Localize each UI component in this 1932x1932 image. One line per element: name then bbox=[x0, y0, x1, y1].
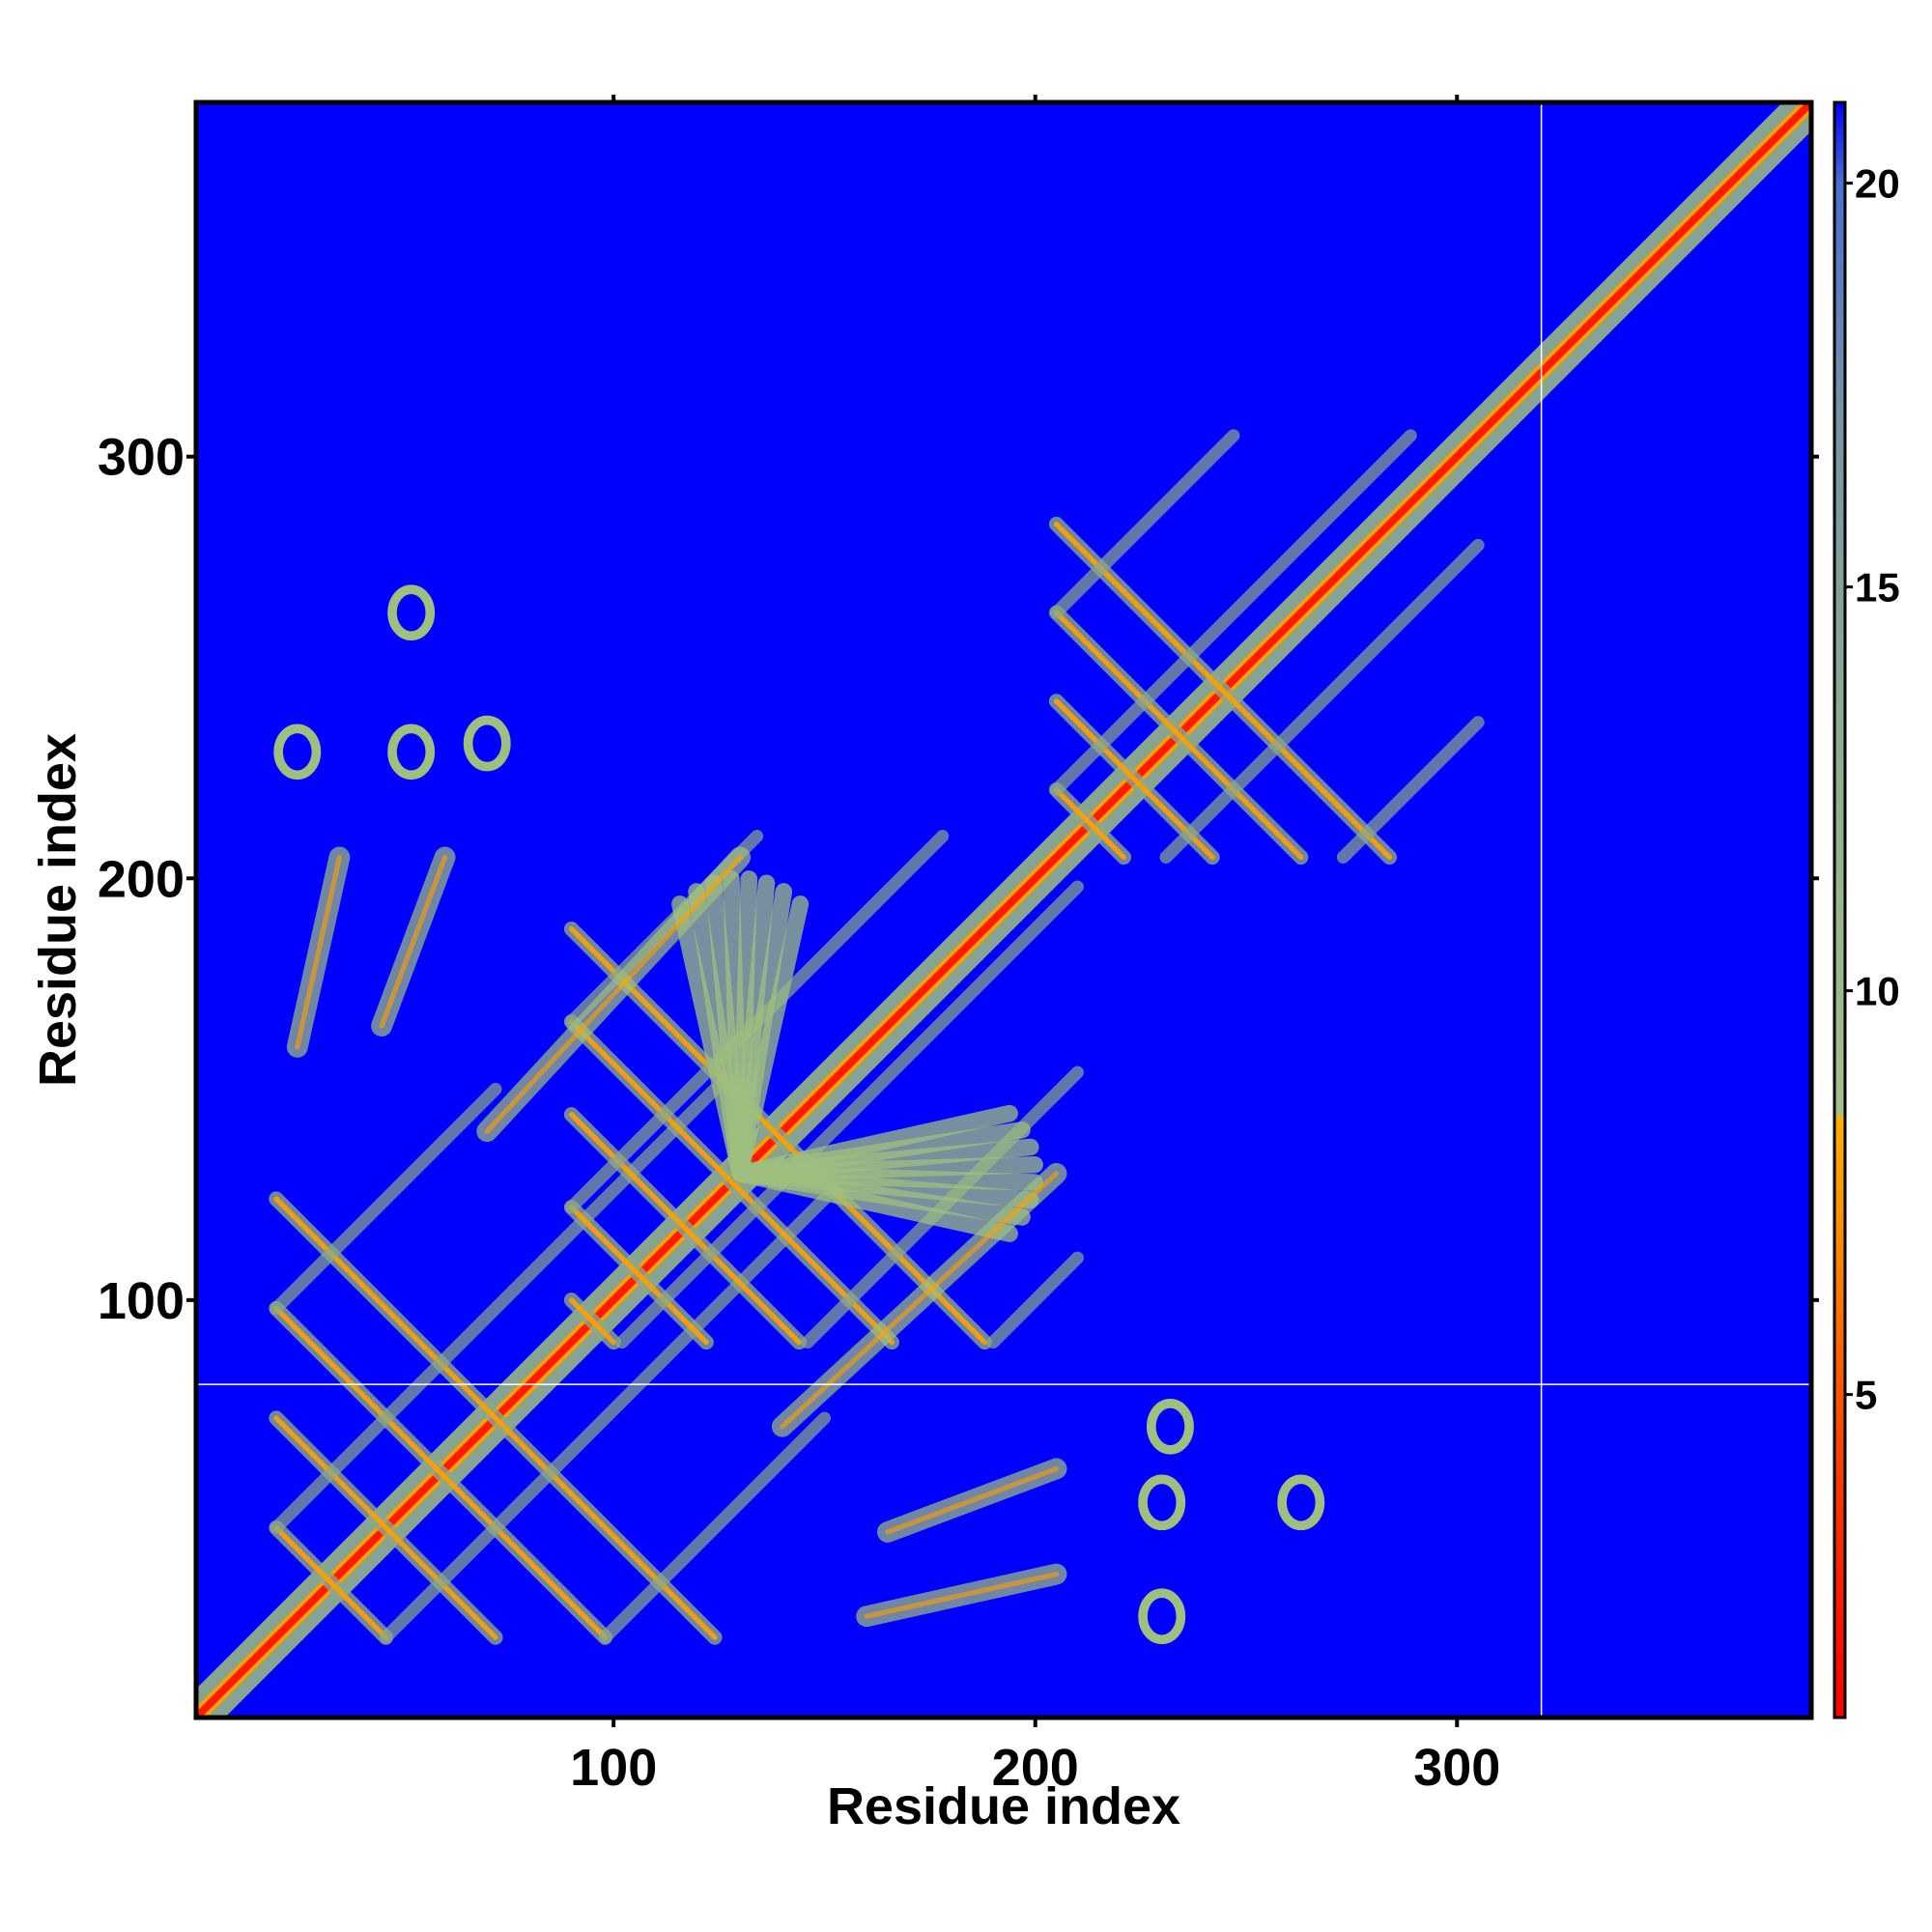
plot-frame bbox=[193, 99, 1814, 1720]
lattice-antidiagonal-core bbox=[1053, 786, 1127, 861]
y-tick-label: 200 bbox=[98, 850, 185, 908]
y-tick-label: 100 bbox=[98, 1272, 185, 1330]
fan-spoke bbox=[731, 895, 810, 1182]
lattice-parallel bbox=[1159, 538, 1485, 864]
lattice-parallel bbox=[1050, 429, 1417, 797]
colorbar-tick-label: 5 bbox=[1855, 1373, 1877, 1418]
y-axis: 100 200 300 bbox=[98, 429, 1819, 1330]
lattice-antidiagonal-core bbox=[568, 1297, 616, 1346]
contact-blob bbox=[1138, 1474, 1186, 1531]
contact-streak-core bbox=[484, 854, 743, 1134]
lattice-antidiagonal-core bbox=[1053, 521, 1393, 861]
x-axis-title: Residue index bbox=[827, 1777, 1180, 1835]
lattice-parallel bbox=[1050, 429, 1240, 619]
lattice-antidiagonal-core bbox=[1053, 610, 1304, 861]
y-axis-title: Residue index bbox=[29, 733, 87, 1087]
lattice-parallel bbox=[270, 1082, 502, 1316]
contact-blob bbox=[273, 724, 322, 781]
lattice-antidiagonal-core bbox=[273, 1196, 718, 1640]
fan-spoke-mirror bbox=[731, 1104, 1018, 1182]
contact-streak-core bbox=[864, 1571, 1060, 1619]
x-tick-label: 100 bbox=[570, 1739, 657, 1797]
lattice-parallel bbox=[379, 1192, 832, 1644]
contact-blob bbox=[387, 724, 436, 781]
lattice-antidiagonal-core bbox=[273, 1524, 389, 1640]
lattice-parallel bbox=[615, 880, 1084, 1350]
heatmap-contacts bbox=[196, 102, 1811, 1718]
colorbar-tick-label: 15 bbox=[1855, 565, 1900, 611]
contact-blob bbox=[1138, 1588, 1186, 1645]
contact-streak-core bbox=[885, 1465, 1060, 1535]
lattice-antidiagonal-core bbox=[273, 1305, 609, 1640]
lattice-antidiagonal-core bbox=[568, 1019, 895, 1346]
lattice-parallel bbox=[986, 1251, 1084, 1350]
contact-blob bbox=[387, 584, 436, 641]
lattice-parallel bbox=[1336, 716, 1485, 864]
lattice-parallel bbox=[270, 1082, 722, 1535]
lattice-antidiagonal-core bbox=[568, 1205, 709, 1346]
lattice-antidiagonal-core bbox=[568, 926, 987, 1346]
y-tick-label: 300 bbox=[98, 429, 185, 487]
x-tick-label: 300 bbox=[1413, 1739, 1500, 1797]
lattice-antidiagonal-core bbox=[273, 1415, 498, 1640]
colorbar-tick-label: 20 bbox=[1855, 161, 1900, 207]
colorbar bbox=[1833, 100, 1847, 1719]
lattice-parallel bbox=[598, 1411, 832, 1644]
lattice-antidiagonal-core bbox=[568, 1112, 802, 1346]
contact-blob bbox=[1277, 1474, 1325, 1531]
contact-streak-core bbox=[295, 854, 343, 1050]
x-tick-label: 200 bbox=[992, 1739, 1079, 1797]
colorbar-ticks: 5 10 15 20 bbox=[1845, 161, 1900, 1418]
contact-blob bbox=[1146, 1398, 1194, 1455]
x-axis: 100 200 300 bbox=[570, 95, 1500, 1797]
contact-streak-core bbox=[379, 854, 448, 1029]
colorbar-tick-label: 10 bbox=[1855, 969, 1900, 1014]
contact-blob bbox=[463, 715, 511, 772]
